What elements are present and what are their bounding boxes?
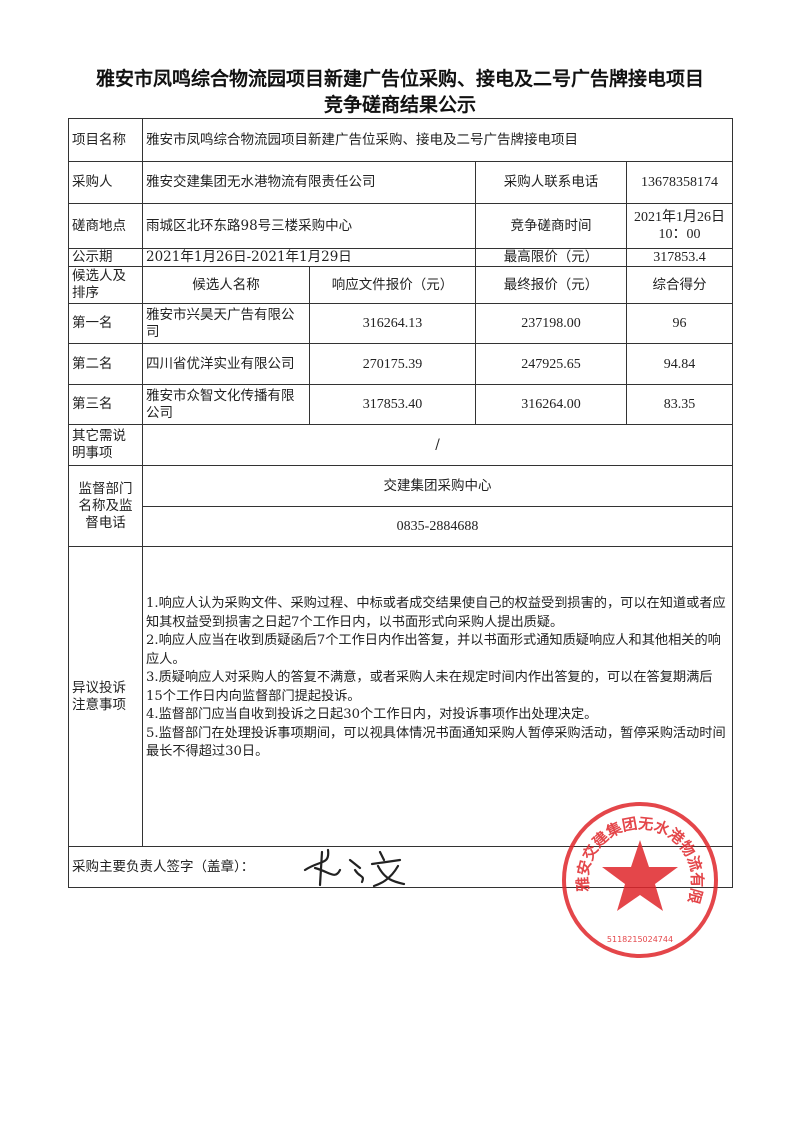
seal-number: 5118215024744 (607, 935, 673, 944)
project-name-value: 雅安市凤鸣综合物流园项目新建广告位采购、接电及二号广告牌接电项目 (142, 118, 733, 162)
document-title: 雅安市凤鸣综合物流园项目新建广告位采购、接电及二号广告牌接电项目 (95, 68, 704, 90)
project-name-label: 项目名称 (68, 118, 143, 162)
rank: 第三名 (68, 384, 143, 425)
location-label: 磋商地点 (68, 203, 143, 249)
table-row: 第一名 雅安市兴昊天广告有限公司 316264.13 237198.00 96 (68, 303, 733, 344)
header-score: 综合得分 (626, 266, 733, 304)
table-row: 第二名 四川省优洋实业有限公司 270175.39 247925.65 94.8… (68, 343, 733, 385)
note-item: 3.质疑响应人对采购人的答复不满意，或者采购人未在规定时间内作出答复的，可以在答… (146, 670, 713, 704)
bid-price: 317853.40 (309, 384, 476, 425)
bid-price: 270175.39 (309, 343, 476, 385)
complaints-notes: 1.响应人认为采购文件、采购过程、中标或者成交结果使自己的权益受到损害的，可以在… (142, 546, 733, 847)
max-price-value: 317853.4 (626, 248, 733, 267)
max-price-label: 最高限价（元） (475, 248, 627, 267)
score: 83.35 (626, 384, 733, 425)
time-value: 2021年1月26日 10：00 (626, 203, 733, 249)
document-subtitle: 竞争磋商结果公示 (323, 94, 476, 116)
header-bid: 响应文件报价（元） (309, 266, 476, 304)
note-item: 4.监督部门应当自收到投诉之日起30个工作日内，对投诉事项作出处理决定。 (146, 707, 598, 722)
supervision-name: 交建集团采购中心 (142, 465, 733, 507)
other-label: 其它需说明事项 (68, 424, 143, 466)
score: 94.84 (626, 343, 733, 385)
time-label: 竞争磋商时间 (475, 203, 627, 249)
header-name: 候选人名称 (142, 266, 310, 304)
final-price: 237198.00 (475, 303, 627, 344)
header-final: 最终报价（元） (475, 266, 627, 304)
candidate-name: 雅安市众智文化传播有限公司 (142, 384, 310, 425)
note-item: 2.响应人应当在收到质疑函后7个工作日内作出答复，并以书面形式通知质疑响应人和其… (146, 633, 721, 667)
company-seal: 雅安交建集团无水港物流有限责任公司 5118215024744 (560, 800, 718, 958)
period-value: 2021年1月26日-2021年1月29日 (142, 248, 476, 267)
rank: 第二名 (68, 343, 143, 385)
table-row: 第三名 雅安市众智文化传播有限公司 317853.40 316264.00 83… (68, 384, 733, 425)
bid-price: 316264.13 (309, 303, 476, 344)
buyer-phone-label: 采购人联系电话 (475, 161, 627, 204)
buyer-phone-value: 13678358174 (626, 161, 733, 204)
result-table: 项目名称 雅安市凤鸣综合物流园项目新建广告位采购、接电及二号广告牌接电项目 采购… (68, 118, 733, 888)
note-item: 1.响应人认为采购文件、采购过程、中标或者成交结果使自己的权益受到损害的，可以在… (146, 596, 726, 630)
supervision-phone: 0835-2884688 (142, 506, 733, 547)
candidate-name: 四川省优洋实业有限公司 (142, 343, 310, 385)
score: 96 (626, 303, 733, 344)
rank: 第一名 (68, 303, 143, 344)
final-price: 247925.65 (475, 343, 627, 385)
other-value: / (142, 424, 733, 466)
buyer-label: 采购人 (68, 161, 143, 204)
buyer-value: 雅安交建集团无水港物流有限责任公司 (142, 161, 476, 204)
header-rank: 候选人及排序 (68, 266, 143, 304)
seal-ring (562, 802, 718, 958)
note-item: 5.监督部门在处理投诉事项期间，可以视具体情况书面通知采购人暂停采购活动，暂停采… (146, 725, 726, 760)
time-hour: 10：00 (658, 227, 701, 242)
period-label: 公示期 (68, 248, 143, 267)
star-icon (602, 840, 678, 911)
candidate-name: 雅安市兴昊天广告有限公司 (142, 303, 310, 344)
supervision-label: 监督部门名称及监督电话 (68, 465, 143, 547)
complaints-label: 异议投诉注意事项 (68, 546, 143, 847)
location-value: 雨城区北环东路98号三楼采购中心 (142, 203, 476, 249)
handwritten-signature (303, 848, 406, 888)
final-price: 316264.00 (475, 384, 627, 425)
time-date: 2021年1月26日 (634, 210, 725, 225)
